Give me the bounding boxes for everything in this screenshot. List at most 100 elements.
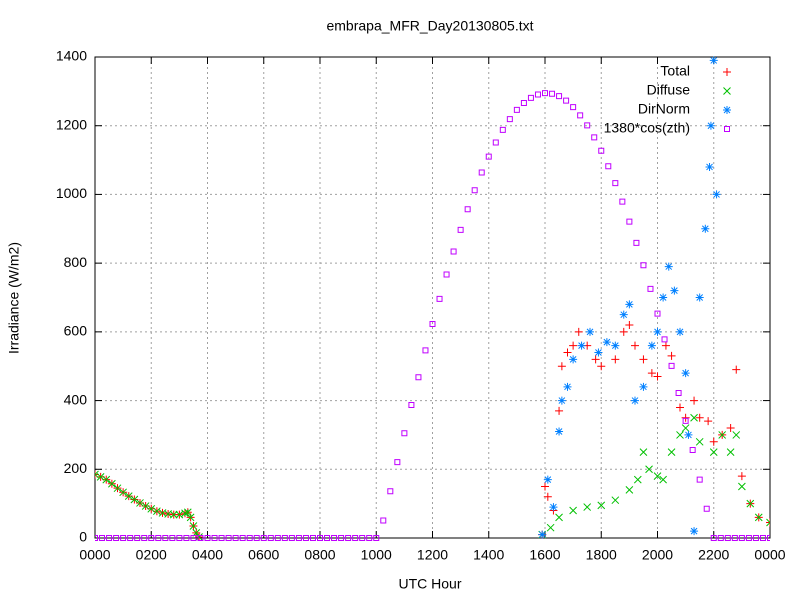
marker-cross	[569, 506, 577, 515]
y-tick-label: 800	[64, 254, 88, 270]
marker-square	[682, 417, 689, 424]
marker-square	[295, 535, 302, 541]
marker-square	[563, 97, 570, 104]
marker-star	[695, 293, 704, 302]
marker-cross	[113, 484, 122, 493]
marker-cross	[130, 495, 139, 504]
marker-square	[260, 535, 267, 541]
marker-star	[569, 355, 578, 364]
x-tick-label: 0600	[248, 547, 279, 563]
marker-square	[717, 535, 724, 541]
marker-square	[239, 535, 246, 541]
marker-plus	[625, 320, 634, 329]
marker-cross	[186, 513, 195, 522]
y-tick-label: 200	[64, 460, 88, 476]
marker-square	[366, 535, 373, 541]
marker-star	[706, 121, 715, 130]
marker-cross	[718, 431, 727, 439]
marker-star	[602, 338, 611, 347]
marker-square	[513, 106, 520, 113]
marker-square	[605, 163, 612, 170]
marker-cross	[583, 503, 592, 511]
marker-cross	[169, 510, 178, 519]
marker-square	[471, 187, 478, 194]
marker-cross	[766, 518, 770, 527]
marker-square	[422, 347, 429, 354]
marker-star	[625, 300, 634, 309]
x-axis-label: UTC Hour	[398, 576, 461, 592]
marker-square	[232, 535, 239, 541]
chart-title: embrapa_MFR_Day20130805.txt	[326, 18, 533, 34]
legend-marker	[723, 68, 731, 76]
marker-square	[549, 90, 556, 97]
marker-square	[106, 535, 113, 541]
marker-square	[176, 535, 183, 541]
marker-square	[485, 153, 492, 160]
marker-cross	[95, 470, 99, 479]
marker-square	[759, 535, 766, 541]
marker-plus	[569, 341, 578, 350]
marker-square	[211, 535, 218, 541]
marker-plus	[726, 424, 735, 433]
legend-marker	[723, 87, 731, 95]
marker-square	[95, 535, 98, 541]
y-tick-label: 1400	[56, 48, 87, 64]
marker-plus	[690, 396, 699, 405]
marker-star	[594, 348, 603, 357]
marker-plus	[667, 351, 676, 360]
marker-cross	[141, 502, 150, 510]
marker-star	[681, 369, 690, 378]
marker-square	[661, 336, 668, 343]
marker-star	[549, 503, 558, 512]
marker-square	[647, 285, 654, 292]
marker-square	[556, 93, 563, 100]
marker-square	[373, 535, 380, 541]
marker-star	[639, 382, 648, 391]
marker-square	[253, 535, 260, 541]
marker-star	[611, 341, 620, 350]
marker-square	[246, 535, 253, 541]
marker-square	[626, 218, 633, 225]
marker-plus	[639, 355, 648, 364]
marker-square	[352, 535, 359, 541]
marker-star	[619, 310, 628, 319]
marker-square	[443, 271, 450, 278]
marker-cross	[667, 448, 676, 456]
marker-cross	[681, 424, 690, 432]
marker-cross	[639, 448, 648, 456]
marker-square	[113, 535, 120, 541]
marker-square	[724, 535, 731, 541]
marker-square	[169, 535, 176, 541]
marker-square	[190, 535, 197, 541]
marker-square	[591, 134, 598, 141]
marker-square	[162, 535, 169, 541]
marker-square	[450, 248, 457, 255]
marker-cross	[555, 513, 563, 522]
marker-cross	[676, 431, 684, 439]
legend-label: 1380*cos(zth)	[604, 120, 690, 136]
marker-plus	[737, 472, 746, 481]
marker-square	[380, 517, 387, 524]
marker-square	[633, 239, 640, 246]
marker-square	[492, 139, 499, 146]
marker-cross	[181, 509, 189, 518]
x-tick-label: 0200	[136, 547, 167, 563]
marker-square	[99, 535, 106, 541]
marker-square	[464, 206, 471, 213]
marker-cross	[645, 465, 653, 474]
marker-square	[506, 116, 513, 123]
marker-cross	[738, 482, 746, 491]
marker-plus	[563, 348, 572, 357]
marker-square	[148, 535, 155, 541]
marker-plus	[541, 482, 549, 491]
x-tick-label: 1000	[361, 547, 392, 563]
marker-star	[690, 527, 699, 536]
x-tick-label: 0000	[79, 547, 110, 563]
marker-star	[538, 530, 547, 539]
marker-square	[141, 535, 148, 541]
marker-square	[612, 180, 619, 187]
marker-square	[577, 112, 584, 119]
marker-square	[401, 430, 408, 437]
marker-square	[457, 226, 464, 233]
